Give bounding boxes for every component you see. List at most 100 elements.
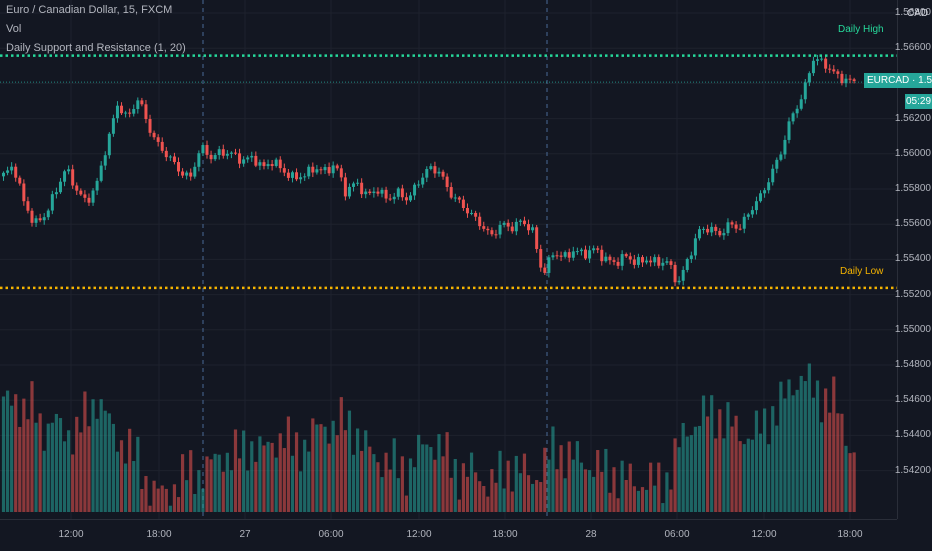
indicator-legend[interactable]: Daily Support and Resistance (1, 20)	[6, 42, 186, 54]
candle-body	[225, 153, 229, 156]
candle-body	[417, 184, 421, 186]
volume-bar	[734, 415, 738, 512]
volume-bar	[457, 499, 461, 512]
volume-bar	[262, 445, 266, 512]
volume-bar	[689, 435, 693, 512]
candle-body	[189, 172, 193, 177]
candle-body	[156, 137, 160, 142]
volume-bar	[482, 485, 486, 512]
candle-body	[665, 261, 669, 263]
candle-body	[726, 222, 730, 234]
candle-body	[750, 210, 754, 215]
candle-body	[221, 149, 225, 156]
candle-body	[620, 254, 624, 266]
candle-body	[575, 251, 579, 253]
candle-body	[54, 192, 58, 195]
volume-bar	[453, 458, 457, 512]
chart-canvas[interactable]	[0, 0, 897, 519]
volume-bar	[852, 452, 856, 512]
volume-bar	[706, 416, 710, 512]
volume-bar	[144, 476, 148, 512]
candle-body	[645, 260, 649, 263]
volume-bar	[225, 452, 229, 512]
candle-body	[50, 194, 54, 211]
volume-bar	[180, 454, 185, 512]
time-tick-label: 27	[239, 529, 251, 540]
volume-bar	[750, 439, 754, 512]
volume-bar	[539, 482, 543, 512]
candle-body	[30, 210, 34, 223]
candle-body	[111, 118, 115, 134]
tag-separator: ·	[912, 75, 916, 86]
candle-body	[356, 182, 360, 184]
chart-title[interactable]: Euro / Canadian Dollar, 15, FXCM	[6, 4, 173, 16]
volume-bar	[124, 463, 128, 512]
volume-bar	[665, 472, 669, 512]
volume-bar	[266, 441, 270, 512]
candle-body	[832, 69, 836, 72]
candle-body	[352, 183, 356, 187]
candle-body	[490, 230, 494, 235]
price-tick-label: 1.56600	[894, 42, 931, 54]
candle-body	[205, 145, 209, 155]
candle-body	[551, 255, 555, 258]
candle-body	[71, 169, 75, 186]
candle-body	[270, 164, 274, 167]
volume-bar	[616, 498, 620, 512]
volume-bar	[714, 438, 718, 512]
volume-bar	[673, 438, 677, 512]
support-resistance-lines	[0, 54, 897, 290]
volume-bar	[681, 422, 685, 512]
price-chart[interactable]: Euro / Canadian Dollar, 15, FXCM Vol Dai…	[0, 0, 897, 519]
volume-bar	[758, 433, 763, 512]
volume-bar	[34, 422, 38, 512]
candle-body	[824, 58, 828, 69]
volume-bar	[67, 430, 71, 512]
candle-body	[767, 182, 771, 191]
candle-body	[608, 256, 612, 261]
volume-bar	[132, 461, 136, 512]
candle-body	[396, 188, 400, 197]
candle-body	[238, 153, 242, 164]
volume-bar	[168, 505, 172, 512]
volume-bar	[425, 444, 429, 512]
volume-bar	[429, 447, 433, 512]
last-price-tag: EURCAD · 1.56407	[864, 73, 932, 88]
candle-body	[649, 260, 653, 263]
volume-bar	[50, 422, 54, 512]
volume-bar	[368, 446, 372, 512]
price-tick-label: 1.55400	[894, 253, 931, 265]
candle-body	[10, 166, 14, 171]
candle-body	[592, 248, 596, 251]
volume-bar	[649, 462, 653, 512]
volume-bar	[563, 478, 567, 512]
candle-body	[624, 254, 628, 257]
volume-bar	[294, 432, 299, 512]
candle-body	[759, 193, 763, 202]
volume-bar	[575, 441, 579, 512]
candle-body	[107, 133, 111, 156]
candle-body	[6, 170, 10, 173]
volume-bar	[303, 439, 307, 512]
volume-bar	[148, 505, 152, 512]
price-tick-label: 1.55000	[894, 323, 931, 335]
volume-bar	[628, 463, 632, 512]
volume-bar	[38, 413, 42, 512]
volume-bar	[217, 454, 221, 512]
candle-body	[588, 250, 592, 259]
volume-bar	[299, 471, 303, 512]
candle-body	[791, 113, 795, 122]
volume-bar	[400, 456, 404, 512]
volume-bar	[506, 460, 510, 512]
candle-body	[99, 165, 103, 181]
candle-body	[331, 165, 335, 174]
volume-bar	[339, 397, 343, 512]
candle-body	[783, 139, 787, 155]
volume-bar	[119, 440, 124, 512]
candle-body	[571, 251, 575, 258]
volume-legend[interactable]: Vol	[6, 23, 22, 35]
candle-body	[95, 180, 99, 191]
time-axis[interactable]: 12:00 18:00 27 06:00 12:00 18:00 28 06:00 12:00 1…	[0, 519, 897, 551]
bar-countdown-tag: 05:29	[905, 94, 932, 109]
volume-bar	[640, 487, 645, 512]
